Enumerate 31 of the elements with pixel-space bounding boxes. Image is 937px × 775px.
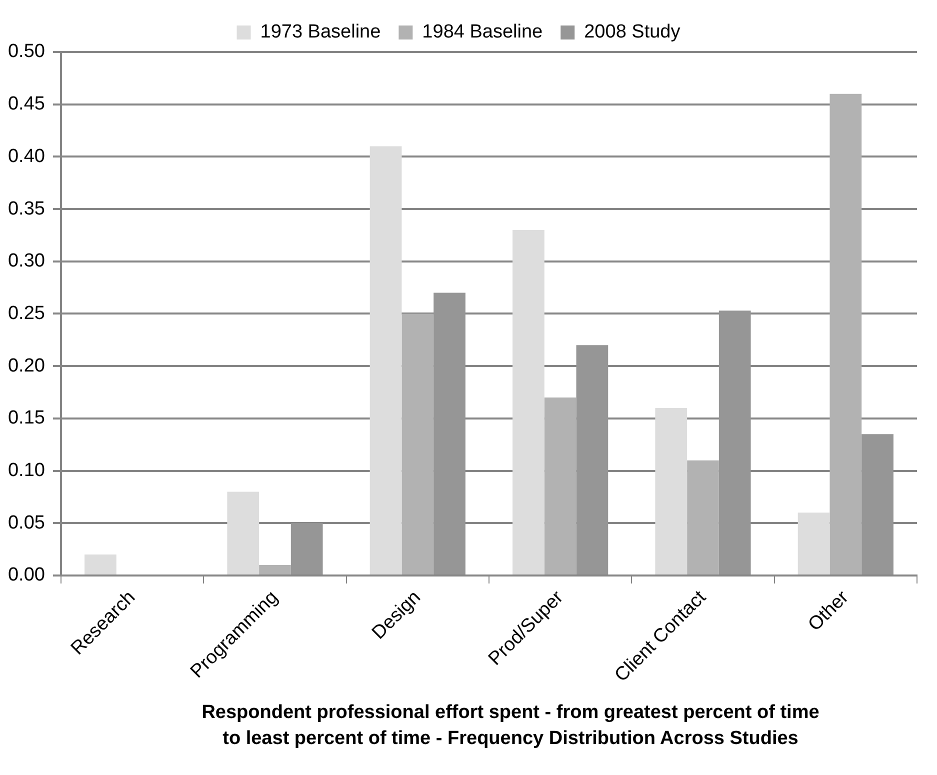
bar: [718, 310, 751, 574]
bar: [512, 230, 544, 574]
bar: [402, 314, 434, 574]
y-tick-label: 0.45: [8, 94, 45, 115]
bar: [862, 434, 894, 574]
legend-label: 2008 Study: [584, 22, 681, 43]
y-tick-label: 0.10: [8, 460, 45, 482]
bar: [259, 565, 291, 574]
y-tick-label: 0.40: [8, 146, 45, 167]
y-tick-label: 0.05: [8, 512, 45, 534]
bar: [830, 94, 862, 574]
x-axis-title: Respondent professional effort spent - from greatest percent of time to least percent of time - Frequency Distribution Across Studies: [200, 701, 820, 751]
y-tick-label: 0.15: [8, 408, 45, 429]
bar: [576, 345, 608, 574]
bar: [227, 492, 260, 574]
bar: [290, 523, 323, 574]
bar: [84, 554, 116, 574]
bar: [434, 292, 466, 574]
y-tick-label: 0.20: [8, 355, 45, 376]
bar: [370, 146, 402, 574]
bar: [687, 460, 719, 574]
y-tick-label: 0.50: [8, 41, 45, 62]
y-tick-label: 0.35: [8, 198, 45, 220]
bar: [655, 408, 688, 574]
y-tick-label: 0.25: [8, 302, 45, 324]
legend-label: 1984 Baseline: [422, 22, 543, 43]
legend-label: 1973 Baseline: [260, 22, 381, 43]
bar: [544, 398, 576, 574]
bar: [798, 512, 830, 574]
y-tick-label: 0.30: [8, 250, 45, 272]
y-tick-label: 0.00: [8, 564, 45, 586]
